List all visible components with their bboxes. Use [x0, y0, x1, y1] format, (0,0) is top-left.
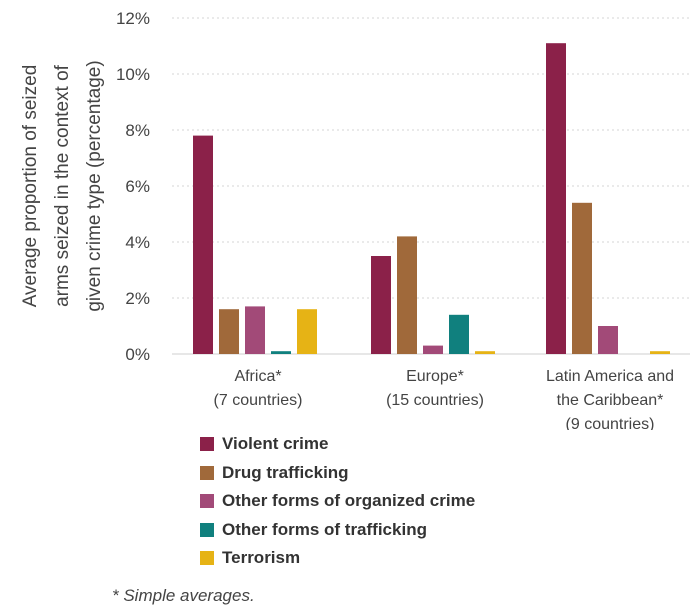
- x-category-label: Latin America and: [546, 368, 674, 385]
- x-category-label: Africa*: [234, 368, 281, 385]
- y-tick-label: 4%: [125, 233, 150, 252]
- legend-label: Other forms of trafficking: [222, 519, 427, 539]
- x-axis-categories: Africa* (7 countries) Europe* (15 countries…: [214, 368, 675, 430]
- bar: [271, 351, 291, 354]
- y-tick-label: 2%: [125, 289, 150, 308]
- legend-swatch: [200, 522, 214, 537]
- bar: [546, 43, 566, 354]
- bar: [371, 256, 391, 354]
- x-category-label: Europe*: [406, 368, 464, 385]
- bar: [475, 351, 495, 354]
- legend-swatch: [200, 494, 214, 509]
- bar: [449, 314, 469, 354]
- legend-label: Violent crime: [222, 434, 329, 454]
- y-tick-label: 6%: [125, 177, 150, 196]
- bar: [397, 236, 417, 354]
- legend-swatch: [200, 465, 214, 480]
- bar: [423, 345, 443, 354]
- legend-label: Other forms of organized crime: [222, 491, 476, 511]
- x-category-label: (9 countries): [566, 416, 655, 430]
- legend: Violent crime Drug trafficking Other for…: [200, 430, 475, 573]
- bar: [572, 202, 592, 354]
- bar: [245, 306, 265, 354]
- legend-item-other-trafficking: Other forms of trafficking: [200, 516, 475, 545]
- y-tick-label: 8%: [125, 121, 150, 140]
- bar: [598, 326, 618, 354]
- gridlines: [172, 17, 690, 355]
- y-tick-label: 10%: [116, 65, 150, 84]
- legend-item-violent-crime: Violent crime: [200, 430, 475, 459]
- x-category-label: (7 countries): [214, 392, 303, 409]
- y-tick-label: 12%: [116, 9, 150, 28]
- y-axis-ticks: 0% 2% 4% 6% 8% 10% 12%: [116, 9, 150, 364]
- bar-chart: Average proportion of seized arms seized …: [20, 9, 690, 430]
- legend-swatch: [200, 437, 214, 452]
- x-category-label: the Caribbean*: [557, 392, 664, 409]
- footnote: * Simple averages.: [112, 586, 255, 605]
- legend-label: Terrorism: [222, 548, 301, 568]
- bars: [193, 43, 670, 354]
- legend-item-organized-crime: Other forms of organized crime: [200, 487, 475, 516]
- legend-swatch: [200, 551, 214, 566]
- y-axis-label-line: arms seized in the context of: [52, 64, 73, 307]
- y-tick-label: 0%: [125, 345, 150, 364]
- legend-label: Drug trafficking: [222, 462, 349, 482]
- legend-item-drug-trafficking: Drug trafficking: [200, 459, 475, 488]
- bar: [219, 309, 239, 354]
- legend-item-terrorism: Terrorism: [200, 544, 475, 573]
- y-axis-label: Average proportion of seized arms seized …: [20, 60, 105, 311]
- y-axis-label-line: Average proportion of seized: [20, 65, 41, 308]
- bar: [297, 309, 317, 354]
- y-axis-label-line: given crime type (percentage): [84, 60, 105, 311]
- bar: [650, 351, 670, 354]
- x-category-label: (15 countries): [386, 392, 484, 409]
- bar: [193, 135, 213, 354]
